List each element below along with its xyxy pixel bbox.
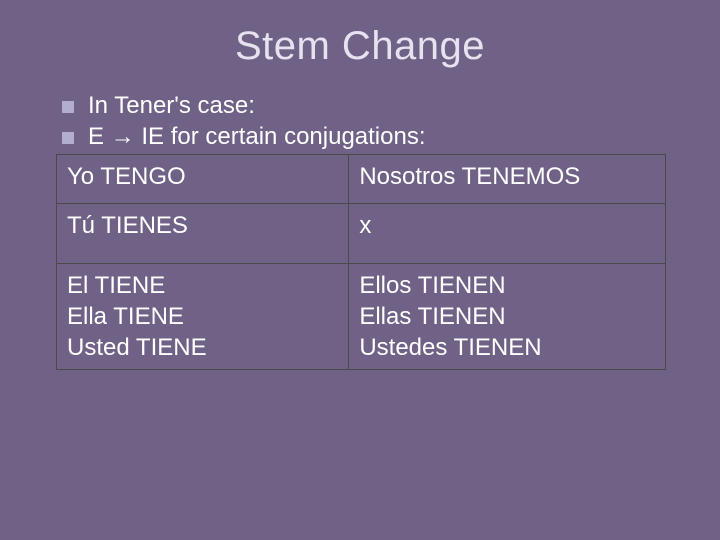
table-row: Tú TIENES x [57,203,666,263]
cell-line: Yo TENGO [67,161,340,192]
cell-line: Tú TIENES [67,210,340,241]
table-cell: Nosotros TENEMOS [349,155,666,203]
table-cell: Tú TIENES [57,203,349,263]
table-cell: Ellos TIENEN Ellas TIENEN Ustedes TIENEN [349,263,666,370]
table-cell: Yo TENGO [57,155,349,203]
table-row: El TIENE Ella TIENE Usted TIENE Ellos TI… [57,263,666,370]
cell-line: Nosotros TENEMOS [359,161,657,192]
table-row: Yo TENGO Nosotros TENEMOS [57,155,666,203]
cell-line: Ellas TIENEN [359,301,657,332]
cell-line: x [359,210,657,241]
cell-line: Ellos TIENEN [359,270,657,301]
bullet-item: In Tener's case: [62,91,668,122]
conjugation-table: Yo TENGO Nosotros TENEMOS Tú TIENES x El… [56,154,666,370]
bullet-marker-icon [62,101,74,113]
slide-title: Stem Change [52,24,668,69]
bullet-marker-icon [62,132,74,144]
bullet-text: E → IE for certain conjugations: [88,122,668,153]
cell-line: El TIENE [67,270,340,301]
slide: Stem Change In Tener's case: E → IE for … [0,0,720,540]
cell-line: Ustedes TIENEN [359,332,657,363]
cell-line: Ella TIENE [67,301,340,332]
bullet-item: E → IE for certain conjugations: [62,122,668,153]
table-cell: El TIENE Ella TIENE Usted TIENE [57,263,349,370]
bullet-text: In Tener's case: [88,91,668,122]
table-cell: x [349,203,666,263]
bullet-list: In Tener's case: E → IE for certain conj… [62,91,668,152]
cell-line: Usted TIENE [67,332,340,363]
